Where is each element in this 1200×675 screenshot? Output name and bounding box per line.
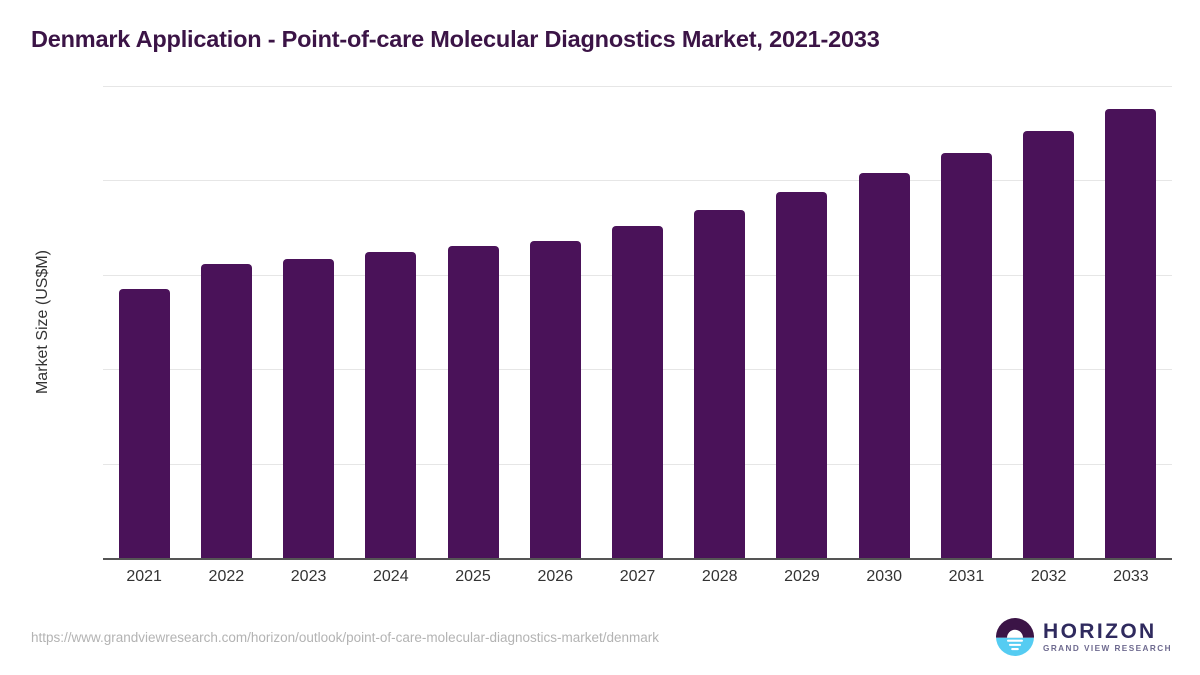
x-axis-tick-label: 2027 <box>619 568 656 585</box>
x-axis-tick-label: 2032 <box>1030 568 1067 585</box>
y-axis-title: Market Size (US$M) <box>34 249 51 395</box>
x-axis-line <box>103 558 1172 560</box>
x-axis-tick-label: 2021 <box>126 568 162 585</box>
bar[interactable] <box>1023 131 1075 558</box>
bar[interactable] <box>1105 108 1157 558</box>
logo-wordmark: HORIZON <box>1043 619 1157 643</box>
bar[interactable] <box>529 240 581 558</box>
bar[interactable] <box>118 288 170 558</box>
bar[interactable] <box>776 191 828 558</box>
bar[interactable] <box>365 252 417 558</box>
x-axis-tick-label: 2033 <box>1113 568 1149 585</box>
x-axis-tick-label: 2024 <box>373 568 409 585</box>
bar[interactable] <box>447 246 499 558</box>
bar[interactable] <box>200 264 252 558</box>
x-axis-tick-label: 2026 <box>537 568 574 585</box>
horizon-logo-icon <box>996 618 1034 656</box>
x-axis-tick-label: 2029 <box>784 568 820 585</box>
bar[interactable] <box>612 225 663 558</box>
x-axis-tick-label: 2025 <box>455 568 491 585</box>
x-axis-tick-label: 2031 <box>948 568 985 585</box>
x-axis-tick-label: 2030 <box>866 568 902 585</box>
x-axis-tick-label: 2023 <box>290 568 327 585</box>
bar[interactable] <box>283 258 335 558</box>
source-url[interactable]: https://www.grandviewresearch.com/horizo… <box>31 630 660 645</box>
horizon-logo-text: HORIZON GRAND VIEW RESEARCH <box>1043 621 1172 653</box>
bar[interactable] <box>858 172 910 558</box>
plot-area: 01020304050 2021202220232024202520262027… <box>34 86 1172 585</box>
horizon-logo: HORIZON GRAND VIEW RESEARCH <box>996 618 1172 656</box>
gridline <box>103 86 1172 87</box>
gridline <box>103 180 1172 182</box>
bar[interactable] <box>694 209 746 558</box>
page-title: Denmark Application - Point-of-care Mole… <box>31 26 880 52</box>
x-axis-tick-label: 2028 <box>701 568 738 585</box>
bar[interactable] <box>940 153 992 558</box>
logo-tagline: GRAND VIEW RESEARCH <box>1043 643 1172 653</box>
x-axis-tick-label: 2022 <box>208 568 245 585</box>
